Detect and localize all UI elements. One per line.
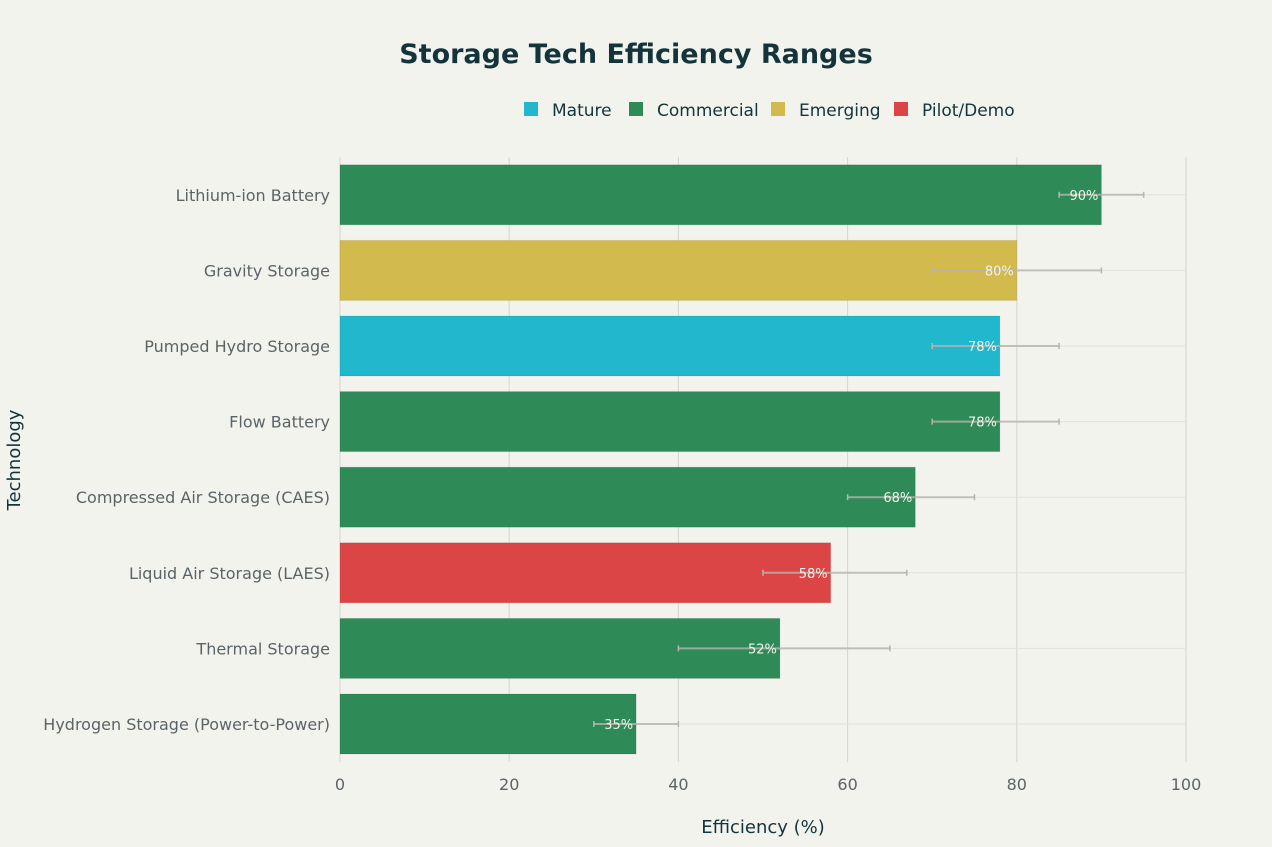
x-tick-labels: 0 20 40 60 80 100 <box>335 775 1201 794</box>
data-label: 58% <box>799 567 828 582</box>
x-tick-label: 80 <box>1007 775 1027 794</box>
y-tick-label: Flow Battery <box>229 413 330 432</box>
y-tick-label: Gravity Storage <box>204 261 330 280</box>
y-tick-label: Thermal Storage <box>195 639 330 658</box>
legend-label: Emerging <box>799 101 881 121</box>
x-tick-label: 100 <box>1171 775 1202 794</box>
bar-7 <box>339 693 637 755</box>
data-label: 68% <box>883 491 912 506</box>
legend-swatch-1 <box>629 102 643 116</box>
bar-4 <box>339 466 916 528</box>
y-tick-label: Liquid Air Storage (LAES) <box>129 564 330 583</box>
data-label: 80% <box>985 264 1014 279</box>
bar-1 <box>339 239 1018 301</box>
data-label: 52% <box>748 642 777 657</box>
x-tick-label: 0 <box>335 775 345 794</box>
legend-label: Commercial <box>657 101 759 121</box>
data-label: 35% <box>604 718 633 733</box>
x-tick-label: 60 <box>837 775 857 794</box>
legend-swatch-2 <box>771 102 785 116</box>
bar-2 <box>339 315 1001 377</box>
bar-5 <box>339 542 832 604</box>
y-tick-label: Lithium-ion Battery <box>176 186 330 205</box>
legend-label: Pilot/Demo <box>922 101 1015 121</box>
y-tick-label: Pumped Hydro Storage <box>144 337 330 356</box>
y-tick-labels: Lithium-ion Battery Gravity Storage Pumped… <box>43 186 330 734</box>
legend-swatch-3 <box>894 102 908 116</box>
y-tick-label: Hydrogen Storage (Power-to-Power) <box>43 715 330 734</box>
data-label: 78% <box>968 416 997 431</box>
legend-swatch-0 <box>524 102 538 116</box>
bar-3 <box>339 391 1001 453</box>
bars: 90% 80% 78% 78% 68% 58% 52% 35% <box>339 164 1145 755</box>
x-tick-label: 20 <box>499 775 519 794</box>
x-axis-label: Efficiency (%) <box>701 817 825 838</box>
legend: Mature Commercial Emerging Pilot/Demo <box>524 101 1015 121</box>
y-axis-label: Technology <box>4 409 25 511</box>
data-label: 90% <box>1069 189 1098 204</box>
legend-label: Mature <box>552 101 612 121</box>
data-label: 78% <box>968 340 997 355</box>
y-tick-label: Compressed Air Storage (CAES) <box>76 488 330 507</box>
x-tick-label: 40 <box>668 775 688 794</box>
bar-0 <box>339 164 1102 226</box>
chart-title: Storage Tech Efficiency Ranges <box>399 39 873 70</box>
